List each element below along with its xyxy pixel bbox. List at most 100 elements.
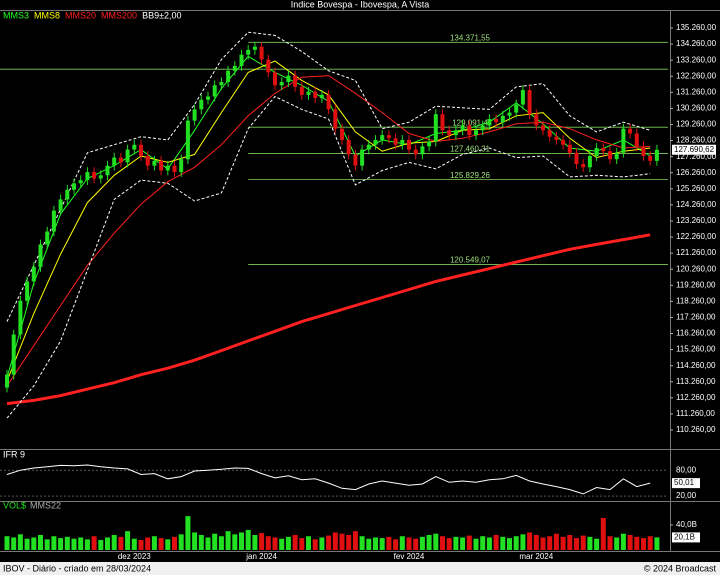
volume-bar bbox=[647, 536, 653, 550]
y-tick-label: 120.260,00 bbox=[676, 264, 717, 273]
band-upper bbox=[6, 31, 651, 322]
candle-body bbox=[427, 141, 432, 147]
candle-body bbox=[373, 139, 378, 145]
panel-title: IFR 9 bbox=[3, 449, 25, 459]
volume-bar bbox=[567, 534, 573, 550]
last-value-label: 20,1B bbox=[674, 533, 695, 542]
y-tick-label: 128.260,00 bbox=[676, 136, 717, 145]
candle-body bbox=[165, 165, 170, 171]
volume-bar bbox=[373, 537, 378, 550]
volume-bar bbox=[486, 537, 492, 550]
y-tick-label: 134.260,00 bbox=[676, 39, 717, 48]
candle-body bbox=[326, 94, 331, 110]
chart-title: Indice Bovespa - Ibovespa, A Vista bbox=[291, 0, 429, 9]
volume-bar bbox=[399, 536, 405, 550]
x-tick-label: mar 2024 bbox=[519, 552, 553, 561]
candle-body bbox=[393, 138, 398, 145]
candle-body bbox=[78, 180, 83, 184]
volume-bar bbox=[433, 533, 439, 550]
volume-bar bbox=[319, 537, 325, 550]
volume-bar bbox=[172, 536, 177, 550]
candle-body bbox=[467, 125, 472, 136]
candle-body bbox=[460, 125, 465, 131]
candle-body bbox=[152, 160, 157, 166]
volume-bar bbox=[218, 536, 224, 550]
candle-body bbox=[5, 374, 9, 388]
last-value-label: 127.690,62 bbox=[674, 145, 715, 154]
candle-body bbox=[360, 149, 365, 166]
volume-bar bbox=[145, 537, 151, 550]
candle-body bbox=[58, 199, 63, 211]
candle-body bbox=[500, 115, 505, 123]
volume-bar bbox=[125, 531, 131, 550]
candle-body bbox=[494, 119, 499, 123]
candle-body bbox=[333, 109, 338, 129]
volume-bar bbox=[560, 536, 566, 550]
candle-body bbox=[206, 96, 210, 100]
candle-body bbox=[118, 157, 123, 163]
volume-bar bbox=[192, 532, 198, 550]
y-tick-label: 132.260,00 bbox=[676, 71, 717, 80]
volume-bar bbox=[158, 538, 164, 550]
volume-bar bbox=[205, 537, 211, 550]
y-tick-label: 135.260,00 bbox=[676, 23, 717, 32]
volume-bar bbox=[265, 536, 271, 550]
candle-body bbox=[413, 149, 418, 155]
volume-bar bbox=[105, 537, 110, 550]
candle-body bbox=[634, 133, 639, 147]
volume-bar bbox=[634, 536, 640, 550]
candle-body bbox=[98, 175, 103, 179]
volume-bar bbox=[553, 533, 559, 550]
volume-bar bbox=[212, 533, 218, 550]
candle-body bbox=[132, 144, 137, 150]
candle-body bbox=[232, 65, 237, 71]
y-tick-label: 40,0B bbox=[676, 520, 697, 529]
candle-body bbox=[567, 144, 572, 153]
candle-body bbox=[65, 189, 70, 200]
candle-body bbox=[440, 114, 445, 131]
candle-body bbox=[192, 109, 197, 121]
candle-body bbox=[11, 334, 16, 375]
volume-bar bbox=[540, 537, 546, 550]
candle-body bbox=[45, 231, 50, 245]
candle-body bbox=[306, 91, 311, 95]
volume-bar bbox=[138, 539, 144, 550]
volume-bar bbox=[446, 538, 452, 550]
volume-bar bbox=[299, 538, 305, 550]
volume-bar bbox=[607, 536, 613, 550]
candle-body bbox=[51, 210, 56, 232]
candle-body bbox=[594, 147, 599, 156]
level-label: 125.829,26 bbox=[450, 171, 491, 180]
y-tick-label: 113.260,00 bbox=[676, 377, 716, 386]
volume-bar bbox=[178, 534, 184, 550]
volume-bar bbox=[426, 534, 432, 550]
volume-bar bbox=[312, 539, 318, 550]
candle-body bbox=[185, 120, 190, 160]
volume-bar bbox=[31, 537, 37, 550]
candle-body bbox=[145, 156, 150, 166]
y-tick-label: 127.260,00 bbox=[676, 152, 717, 161]
candle-body bbox=[159, 160, 164, 171]
y-tick-label: 131.260,00 bbox=[676, 87, 717, 96]
y-tick-label: 126.260,00 bbox=[676, 168, 717, 177]
y-tick-label: 111.260,00 bbox=[676, 409, 715, 418]
volume-bar bbox=[352, 531, 358, 550]
volume-bar bbox=[44, 539, 50, 550]
candle-body bbox=[614, 152, 619, 160]
last-value-label: 50,01 bbox=[674, 478, 695, 487]
y-tick-label: 112.260,00 bbox=[676, 393, 716, 402]
x-tick-label: dez 2023 bbox=[118, 552, 151, 561]
volume-bar bbox=[614, 537, 620, 550]
y-tick-label: 133.260,00 bbox=[676, 55, 717, 64]
candle-body bbox=[554, 136, 559, 140]
volume-bar bbox=[386, 536, 392, 550]
volume-bar bbox=[654, 537, 660, 550]
volume-bar bbox=[332, 532, 338, 550]
candle-body bbox=[386, 135, 391, 139]
candle-body bbox=[474, 130, 478, 136]
candle-body bbox=[226, 70, 231, 83]
candle-body bbox=[212, 85, 217, 97]
volume-bar bbox=[453, 536, 459, 550]
